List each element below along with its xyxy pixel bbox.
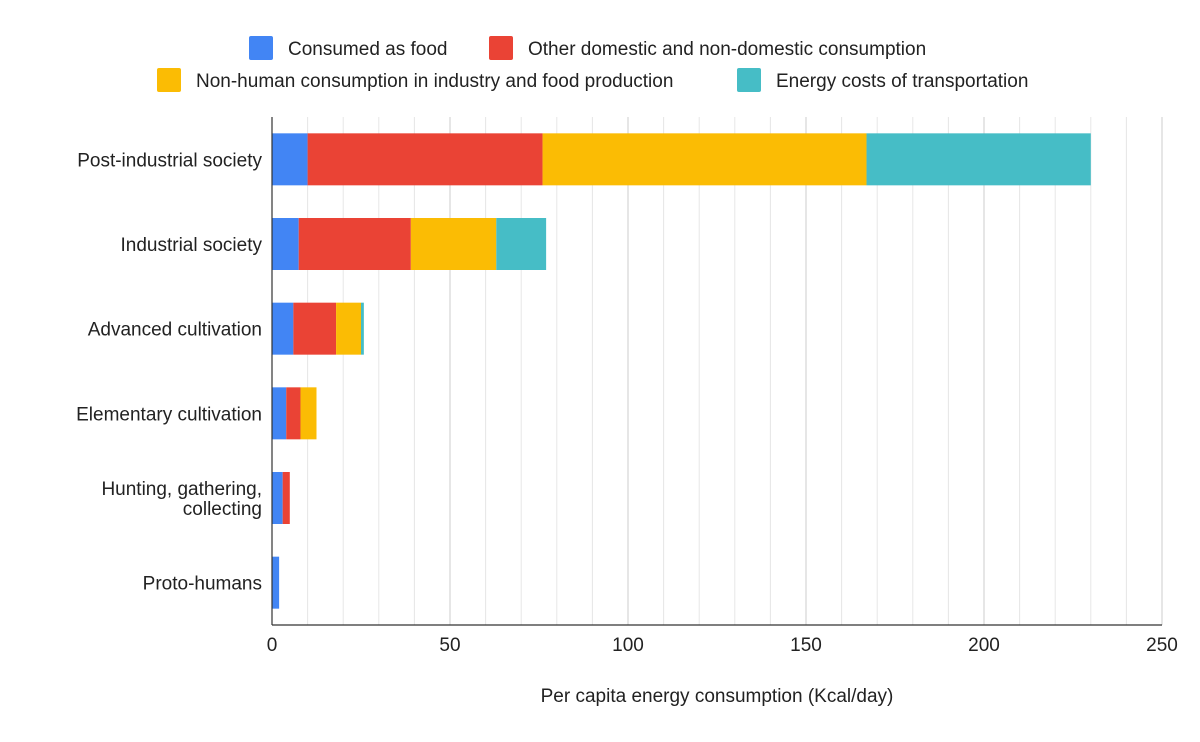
bar-segment <box>272 387 287 440</box>
category-label: Elementary cultivation <box>76 404 262 425</box>
legend-swatch <box>737 68 761 92</box>
legend-label: Consumed as food <box>288 39 448 60</box>
x-axis-ticks: 0 50 100 150 200 250 <box>267 635 1178 656</box>
legend-label: Other domestic and non-domestic consumpt… <box>528 39 926 60</box>
bar-segment <box>282 472 290 524</box>
bar-segment <box>307 133 543 186</box>
x-tick-label: 100 <box>612 635 644 656</box>
x-tick-label: 50 <box>439 635 460 656</box>
x-tick-label: 250 <box>1146 635 1178 656</box>
x-axis-title: Per capita energy consumption (Kcal/day) <box>541 686 894 707</box>
bar-segment <box>336 302 361 355</box>
bar-segment <box>361 302 364 355</box>
legend-swatch <box>249 36 273 60</box>
bar-segment <box>866 133 1091 186</box>
bars <box>272 133 1091 609</box>
bar-segment <box>286 387 301 440</box>
bar-segment <box>300 387 317 440</box>
category-label: collecting <box>183 499 262 520</box>
category-label: Post-industrial society <box>77 150 262 171</box>
legend: Consumed as food Other domestic and non-d… <box>157 36 1028 92</box>
legend-label: Non-human consumption in industry and fo… <box>196 71 673 92</box>
bar-segment <box>410 218 497 270</box>
category-label: Industrial society <box>120 235 262 256</box>
bar-segment <box>496 218 547 270</box>
bar-segment <box>272 472 283 524</box>
x-tick-label: 150 <box>790 635 822 656</box>
axes <box>271 117 1162 626</box>
category-label: Hunting, gathering, <box>101 479 262 500</box>
x-tick-label: 200 <box>968 635 1000 656</box>
x-tick-label: 0 <box>267 635 278 656</box>
bar-segment <box>272 133 308 186</box>
bar-segment <box>298 218 411 270</box>
legend-swatch <box>489 36 513 60</box>
category-label: Proto-humans <box>143 574 262 595</box>
category-label: Advanced cultivation <box>88 320 262 341</box>
gridlines <box>307 117 1163 625</box>
legend-swatch <box>157 68 181 92</box>
bar-segment <box>272 218 299 270</box>
bar-segment <box>293 302 337 355</box>
y-axis-labels: Post-industrial society Industrial societ… <box>76 150 262 594</box>
bar-segment <box>272 556 280 609</box>
bar-segment <box>542 133 867 186</box>
legend-label: Energy costs of transportation <box>776 71 1028 92</box>
bar-segment <box>272 302 294 355</box>
